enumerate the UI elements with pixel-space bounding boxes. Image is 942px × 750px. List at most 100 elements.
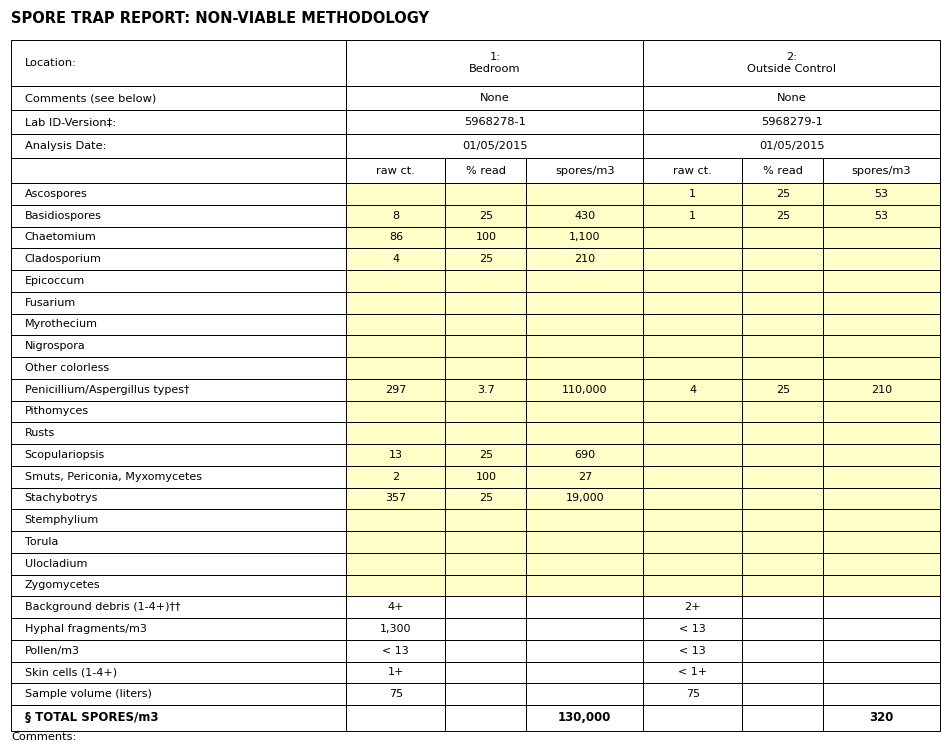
Bar <box>742 422 823 444</box>
Text: Smuts, Periconia, Myxomycetes: Smuts, Periconia, Myxomycetes <box>24 472 202 482</box>
Bar <box>347 248 446 270</box>
Text: 100: 100 <box>476 472 496 482</box>
Bar <box>446 379 527 400</box>
Bar <box>527 662 643 683</box>
Bar <box>527 466 643 488</box>
Bar <box>643 314 742 335</box>
Text: Comments (see below): Comments (see below) <box>24 93 156 104</box>
Bar <box>643 596 742 618</box>
Bar <box>823 596 940 618</box>
Text: 2+: 2+ <box>685 602 701 612</box>
Bar <box>742 292 823 314</box>
Bar <box>643 488 742 509</box>
Text: raw ct.: raw ct. <box>674 166 712 176</box>
Bar <box>742 379 823 400</box>
Text: 2: 2 <box>392 472 399 482</box>
Bar <box>823 335 940 357</box>
Bar <box>11 158 347 183</box>
Text: Chaetomium: Chaetomium <box>24 232 96 242</box>
Bar <box>347 335 446 357</box>
Bar <box>11 134 347 158</box>
Text: 13: 13 <box>389 450 403 460</box>
Text: Rusts: Rusts <box>24 428 55 438</box>
Bar <box>742 248 823 270</box>
Text: 430: 430 <box>575 211 595 220</box>
Text: Myrothecium: Myrothecium <box>24 320 98 329</box>
Bar <box>527 553 643 574</box>
Text: 297: 297 <box>385 385 407 394</box>
Text: Ascospores: Ascospores <box>24 189 88 199</box>
Bar <box>446 705 527 730</box>
Bar <box>446 444 527 466</box>
Text: 5968279-1: 5968279-1 <box>761 117 822 128</box>
Bar <box>347 466 446 488</box>
Text: 210: 210 <box>871 385 892 394</box>
Bar <box>11 488 347 509</box>
Bar <box>823 705 940 730</box>
Bar <box>446 596 527 618</box>
Text: < 13: < 13 <box>679 646 706 656</box>
Bar <box>643 205 742 226</box>
Bar <box>643 400 742 422</box>
Text: Pithomyces: Pithomyces <box>24 406 89 416</box>
Bar <box>742 640 823 662</box>
Bar <box>11 379 347 400</box>
Bar <box>347 618 446 640</box>
Text: 19,000: 19,000 <box>565 494 604 503</box>
Text: None: None <box>480 93 510 104</box>
Bar <box>446 335 527 357</box>
Bar <box>823 357 940 379</box>
Bar <box>643 357 742 379</box>
Bar <box>742 444 823 466</box>
Text: 4+: 4+ <box>387 602 404 612</box>
Bar <box>347 640 446 662</box>
Text: % read: % read <box>466 166 506 176</box>
Bar <box>643 705 742 730</box>
Text: 1: 1 <box>690 211 696 220</box>
Text: 8: 8 <box>392 211 399 220</box>
Bar <box>446 574 527 596</box>
Bar <box>11 509 347 531</box>
Text: Nigrospora: Nigrospora <box>24 341 86 351</box>
Text: SPORE TRAP REPORT: NON-VIABLE METHODOLOGY: SPORE TRAP REPORT: NON-VIABLE METHODOLOG… <box>11 11 430 26</box>
Bar <box>823 444 940 466</box>
Bar <box>11 314 347 335</box>
Bar <box>643 158 742 183</box>
Bar <box>742 509 823 531</box>
Bar <box>347 444 446 466</box>
Bar <box>347 158 446 183</box>
Bar <box>527 248 643 270</box>
Bar <box>823 422 940 444</box>
Bar <box>446 400 527 422</box>
Text: 4: 4 <box>392 254 399 264</box>
Bar <box>643 553 742 574</box>
Bar <box>742 357 823 379</box>
Bar <box>11 335 347 357</box>
Bar <box>643 444 742 466</box>
Bar <box>527 596 643 618</box>
Text: 110,000: 110,000 <box>562 385 608 394</box>
Bar <box>643 248 742 270</box>
Bar <box>742 531 823 553</box>
Bar <box>527 158 643 183</box>
Text: 75: 75 <box>686 689 700 699</box>
Text: Analysis Date:: Analysis Date: <box>24 141 106 152</box>
Bar <box>823 183 940 205</box>
Bar <box>11 422 347 444</box>
Bar <box>527 509 643 531</box>
Bar <box>446 292 527 314</box>
Bar <box>446 158 527 183</box>
Bar <box>527 640 643 662</box>
Bar <box>527 379 643 400</box>
Text: 25: 25 <box>775 189 789 199</box>
Bar <box>11 205 347 226</box>
Bar <box>643 640 742 662</box>
Bar <box>347 134 643 158</box>
Bar <box>446 183 527 205</box>
Bar <box>11 596 347 618</box>
Bar <box>643 134 940 158</box>
Bar <box>643 422 742 444</box>
Bar <box>823 683 940 705</box>
Bar <box>527 335 643 357</box>
Bar <box>643 466 742 488</box>
